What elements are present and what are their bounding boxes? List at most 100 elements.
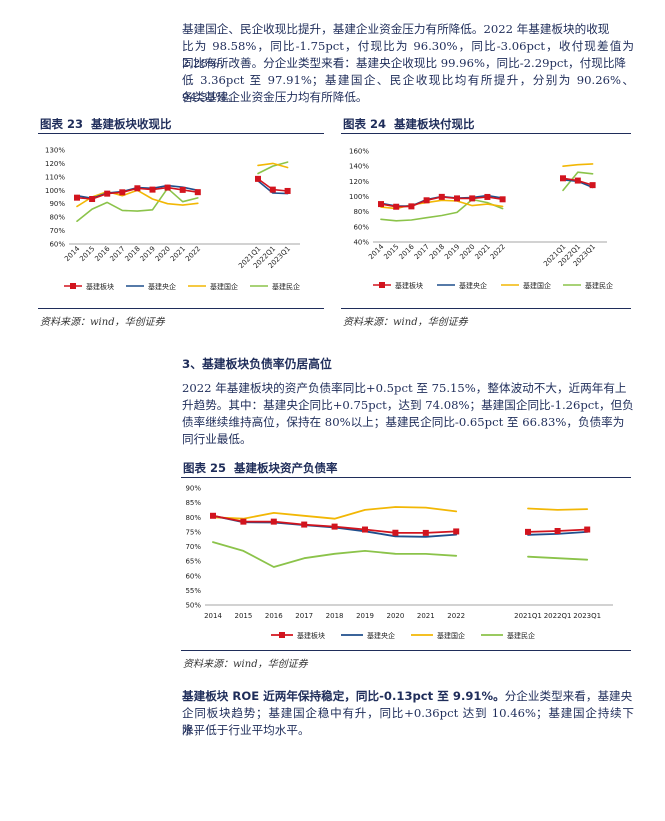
x-tick-label: 2016 — [93, 244, 112, 263]
data-point-marker — [362, 526, 368, 533]
series-line-quarterly — [527, 555, 589, 561]
figure-24-label: 图表 24 — [343, 117, 387, 131]
y-tick-label: 130% — [45, 147, 65, 155]
y-tick-label: 60% — [49, 241, 65, 249]
y-tick-label: 110% — [45, 173, 65, 181]
y-tick-label: 65% — [185, 558, 201, 566]
series-line-annual — [76, 187, 199, 222]
x-tick-label: 2021 — [169, 245, 187, 263]
x-tick-label: 2020 — [154, 245, 172, 263]
chart-debt-ratio: 50% 55% 60% 65% 70% 75% 80% 85% 90% 2014 2015 2016 2… — [185, 485, 613, 640]
y-tick-label: 50% — [185, 602, 201, 610]
data-point-marker — [423, 197, 430, 204]
intro-line-1: 基建国企、民企收现比提升，基建企业资金压力有所降低。2022 年基建板块的收现 — [182, 22, 610, 36]
y-tick-label: 85% — [185, 499, 201, 507]
series-line-annual — [380, 198, 504, 222]
data-point-marker — [554, 527, 561, 534]
roe-bold-summary: 基建板块 ROE 近两年保持稳定，同比-0.13pct 至 9.91%。 — [182, 689, 505, 703]
y-tick-label: 90% — [49, 200, 65, 208]
figure-23-name: 基建板块收现比 — [91, 117, 172, 131]
figure-25-name: 基建板块资产负债率 — [234, 461, 338, 475]
y-tick-label: 80% — [353, 208, 369, 216]
x-tick-label: 2022 — [489, 243, 507, 261]
data-point-marker — [484, 193, 491, 200]
series-line-quarterly — [257, 161, 289, 175]
legend-label: 基建央企 — [459, 281, 487, 290]
data-point-marker — [119, 189, 126, 196]
data-point-marker — [393, 203, 400, 210]
data-point-marker — [89, 196, 96, 203]
legend-label: 基建板块 — [395, 281, 423, 290]
data-point-marker — [255, 175, 261, 182]
y-tick-label: 80% — [49, 214, 65, 222]
series-line-quarterly — [562, 171, 594, 192]
y-tick-label: 75% — [185, 528, 201, 536]
x-tick-label: 2018 — [428, 243, 446, 261]
y-tick-label: 140% — [349, 163, 369, 171]
legend-marker — [279, 632, 285, 638]
figure-23-top-rule — [38, 133, 324, 134]
data-point-marker — [240, 518, 247, 525]
x-tick-label: 2020 — [458, 243, 476, 261]
section-3-line-2: 升趋势。其中：基建央企同比+0.75pct，达到 74.08%；基建国企同比-1… — [182, 398, 634, 412]
y-tick-label: 160% — [349, 148, 369, 156]
y-tick-label: 80% — [185, 514, 201, 522]
x-tick-label: 2020 — [386, 612, 404, 620]
section-3-line-3: 债率继续维持高位，保持在 80%以上；基建民企同比-0.65pct 至 66.8… — [182, 415, 625, 429]
data-point-marker — [104, 190, 111, 197]
data-point-marker — [269, 186, 276, 193]
roe-line-3: 水平低于行业平均水平。 — [182, 723, 310, 737]
figure-24-source: 资料来源：wind，华创证券 — [343, 317, 468, 328]
x-tick-label: 2015 — [234, 612, 252, 620]
legend-label: 基建民企 — [272, 282, 300, 291]
y-tick-label: 70% — [185, 543, 201, 551]
data-point-marker — [469, 195, 476, 202]
figure-23-source: 资料来源：wind，华创证券 — [40, 317, 165, 328]
figure-25-label: 图表 25 — [183, 461, 227, 475]
legend-label: 基建国企 — [523, 281, 551, 290]
x-tick-label: 2021 — [474, 243, 492, 261]
legend-label: 基建央企 — [148, 282, 176, 291]
x-tick-label: 2019 — [356, 612, 374, 620]
x-tick-label: 2014 — [63, 244, 82, 263]
x-tick-label: 2019 — [139, 245, 157, 263]
x-tick-label: 2022 — [447, 612, 465, 620]
data-point-marker — [210, 512, 216, 519]
data-point-marker — [584, 526, 591, 533]
figure-25-top-rule — [181, 477, 631, 478]
x-tick-label: 2015 — [78, 245, 96, 263]
y-tick-label: 60% — [185, 572, 201, 580]
y-tick-label: 55% — [185, 587, 201, 595]
legend-label: 基建民企 — [507, 631, 535, 640]
series-line-quarterly — [257, 162, 289, 169]
legend-label: 基建国企 — [210, 282, 238, 291]
figure-25-title: 图表 25 基建板块资产负债率 — [183, 460, 338, 476]
y-tick-label: 100% — [349, 193, 369, 201]
data-point-marker — [194, 189, 201, 196]
data-point-marker — [331, 523, 338, 530]
x-tick-label: 2018 — [326, 612, 344, 620]
figure-25-bottom-rule — [181, 650, 631, 651]
series-line-annual — [212, 506, 458, 520]
legend-label: 基建板块 — [86, 282, 114, 291]
data-point-marker — [422, 529, 429, 536]
data-point-marker — [301, 521, 308, 528]
data-point-marker — [525, 528, 531, 535]
figure-24-top-rule — [341, 133, 631, 134]
data-point-marker — [589, 182, 596, 189]
data-point-marker — [270, 518, 277, 525]
x-tick-label: 2022Q1 — [544, 612, 572, 620]
x-tick-label: 2016 — [265, 612, 283, 620]
series-line-annual — [212, 541, 458, 568]
data-point-marker — [392, 529, 399, 536]
chart-cash-collection-ratio: 60% 70% 80% 90% 100% 110% 120% 130% 201420152016… — [45, 147, 300, 291]
x-tick-label: 2017 — [413, 243, 431, 261]
figure-23-title: 图表 23 基建板块收现比 — [40, 116, 172, 132]
x-tick-label: 2018 — [124, 245, 142, 263]
figure-24-name: 基建板块付现比 — [394, 117, 475, 131]
legend-label: 基建民企 — [585, 281, 613, 290]
legend-label: 基建板块 — [297, 631, 325, 640]
y-tick-label: 60% — [353, 223, 369, 231]
roe-line-1-rest: 分企业类型来看，基建央 — [504, 689, 633, 703]
legend-label: 基建国企 — [437, 631, 465, 640]
